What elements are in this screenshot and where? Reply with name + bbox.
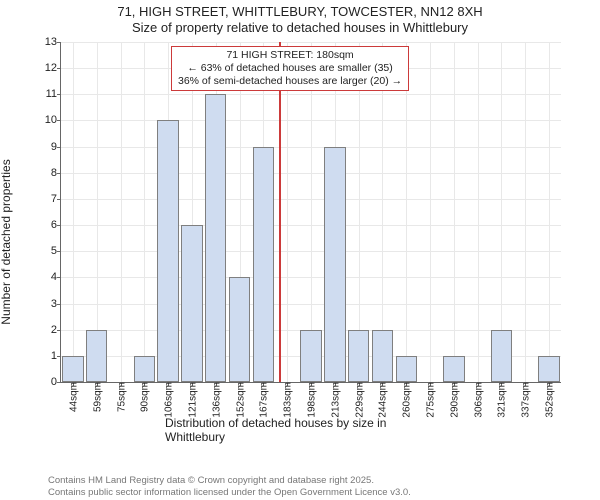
ytick-label: 8	[51, 167, 61, 179]
ytick-label: 2	[51, 324, 61, 336]
xtick-label: 59sqm	[90, 382, 103, 412]
ytick-label: 11	[46, 88, 61, 100]
xtick-label: 75sqm	[114, 382, 127, 412]
xtick-label: 306sqm	[471, 382, 484, 418]
xtick-label: 260sqm	[400, 382, 413, 418]
gridline-v	[430, 42, 431, 382]
bar	[205, 94, 226, 382]
bar	[62, 356, 83, 382]
title-line-2: Size of property relative to detached ho…	[0, 20, 600, 36]
gridline-v	[121, 42, 122, 382]
gridline-v	[478, 42, 479, 382]
marker-line	[279, 42, 281, 382]
ytick-label: 9	[51, 141, 61, 153]
ytick-label: 13	[45, 36, 61, 48]
annotation-box: 71 HIGH STREET: 180sqm← 63% of detached …	[171, 46, 409, 91]
attribution-text: Contains HM Land Registry data © Crown c…	[48, 475, 411, 498]
title-line-1: 71, HIGH STREET, WHITTLEBURY, TOWCESTER,…	[0, 4, 600, 20]
xtick-label: 183sqm	[281, 382, 294, 418]
ytick-label: 1	[51, 350, 61, 362]
xtick-label: 121sqm	[185, 382, 198, 418]
xtick-label: 90sqm	[138, 382, 151, 412]
chart-title-block: 71, HIGH STREET, WHITTLEBURY, TOWCESTER,…	[0, 0, 600, 35]
xtick-label: 106sqm	[162, 382, 175, 418]
ytick-label: 6	[51, 219, 61, 231]
ytick-label: 7	[51, 193, 61, 205]
gridline-v	[525, 42, 526, 382]
plot-area: 01234567891011121344sqm59sqm75sqm90sqm10…	[60, 42, 561, 383]
bar	[396, 356, 417, 382]
ytick-label: 0	[51, 376, 61, 388]
xtick-label: 337sqm	[519, 382, 532, 418]
xtick-label: 352sqm	[543, 382, 556, 418]
xtick-label: 321sqm	[495, 382, 508, 418]
gridline-v	[144, 42, 145, 382]
bar	[134, 356, 155, 382]
gridline-v	[287, 42, 288, 382]
attribution-line-1: Contains HM Land Registry data © Crown c…	[48, 475, 411, 486]
bar	[86, 330, 107, 382]
xtick-label: 44sqm	[66, 382, 79, 412]
attribution-line-2: Contains public sector information licen…	[48, 487, 411, 498]
xtick-label: 290sqm	[447, 382, 460, 418]
xtick-label: 244sqm	[376, 382, 389, 418]
chart-container: Number of detached properties 0123456789…	[30, 42, 570, 442]
ytick-label: 3	[51, 298, 61, 310]
xtick-label: 136sqm	[209, 382, 222, 418]
gridline-v	[549, 42, 550, 382]
bar	[300, 330, 321, 382]
gridline-v	[454, 42, 455, 382]
gridline-v	[73, 42, 74, 382]
xtick-label: 275sqm	[424, 382, 437, 418]
bar	[443, 356, 464, 382]
y-axis-label: Number of detached properties	[0, 159, 13, 324]
annotation-line: ← 63% of detached houses are smaller (35…	[178, 62, 402, 75]
ytick-label: 12	[45, 62, 61, 74]
annotation-line: 71 HIGH STREET: 180sqm	[178, 49, 402, 62]
ytick-label: 4	[51, 271, 61, 283]
bar	[157, 120, 178, 382]
xtick-label: 213sqm	[328, 382, 341, 418]
xtick-label: 152sqm	[233, 382, 246, 418]
ytick-label: 5	[51, 245, 61, 257]
ytick-label: 10	[45, 114, 61, 126]
bar	[491, 330, 512, 382]
gridline-v	[406, 42, 407, 382]
xtick-label: 229sqm	[352, 382, 365, 418]
bar	[229, 277, 250, 382]
bar	[372, 330, 393, 382]
x-axis-label: Distribution of detached houses by size …	[165, 416, 435, 444]
annotation-line: 36% of semi-detached houses are larger (…	[178, 75, 402, 88]
bar	[538, 356, 559, 382]
xtick-label: 167sqm	[257, 382, 270, 418]
bar	[348, 330, 369, 382]
bar	[253, 147, 274, 382]
bar	[324, 147, 345, 382]
xtick-label: 198sqm	[305, 382, 318, 418]
bar	[181, 225, 202, 382]
